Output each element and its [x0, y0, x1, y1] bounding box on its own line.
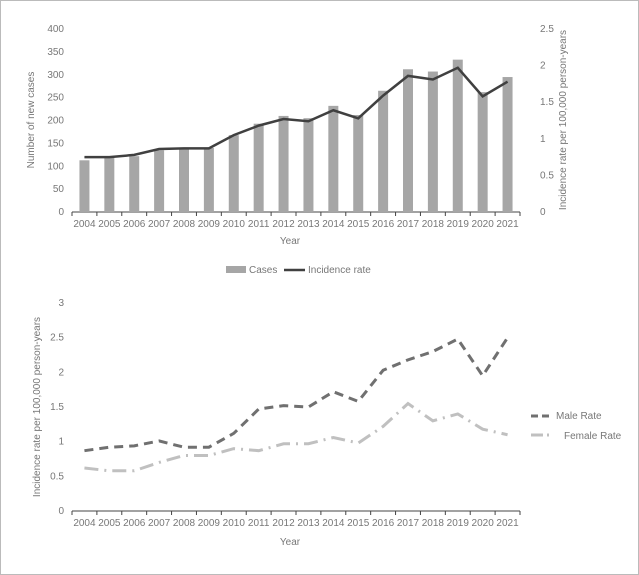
bar-cases-2005 — [104, 157, 115, 212]
x-tick-label: 2009 — [198, 219, 221, 230]
y-tick-label: 100 — [47, 161, 64, 172]
y2-tick-label: 1.5 — [540, 97, 554, 108]
x-tick-label: 2008 — [173, 518, 196, 529]
y-tick-label: 1 — [58, 437, 64, 448]
y-tick-label: 400 — [47, 24, 64, 35]
x-tick-label: 2019 — [447, 219, 470, 230]
x-tick-label: 2013 — [297, 219, 320, 230]
bar-cases-2020 — [477, 92, 488, 212]
x-tick-label: 2010 — [223, 518, 246, 529]
bar-cases-2017 — [403, 69, 413, 212]
bar-cases-2006 — [129, 156, 140, 212]
bar-cases-2013 — [303, 118, 314, 212]
legend-male-label: Male Rate — [556, 411, 602, 422]
x-tick-label: 2007 — [148, 219, 171, 230]
y-tick-label: 200 — [47, 116, 64, 127]
y-tick-label: 0 — [58, 506, 64, 517]
cases-incidence-chart: 2004 2005 2006 2007 2008 2009 2010 2011 2012 2013… — [47, 24, 554, 230]
legend-rate-label: Incidence rate — [308, 265, 371, 276]
legend-female-label: Female Rate — [564, 431, 622, 442]
top-y-axis-title: Number of new cases — [26, 72, 37, 169]
top-x-axis-title: Year — [280, 236, 301, 247]
x-tick-label: 2017 — [397, 518, 420, 529]
y2-tick-label: 2 — [540, 61, 546, 72]
bottom-y-axis-title: Incidence rate per 100,000 person-years — [32, 317, 43, 497]
bar-cases-2010 — [228, 135, 239, 212]
y-tick-label: 0.5 — [50, 471, 64, 482]
bottom-x-axis-title: Year — [280, 537, 301, 548]
x-tick-label: 2005 — [98, 518, 121, 529]
x-tick-label: 2007 — [148, 518, 171, 529]
line-male-rate — [84, 336, 509, 453]
x-tick-label: 2004 — [73, 518, 96, 529]
sex-rate-chart: 2004 2005 2006 2007 2008 2009 2010 2011 2012 2013… — [50, 298, 521, 529]
bar-cases-2011 — [253, 123, 264, 212]
y-tick-label: 50 — [53, 184, 65, 195]
x-tick-label: 2006 — [123, 219, 146, 230]
y-tick-label: 1.5 — [50, 402, 64, 413]
y2-tick-label: 1 — [540, 134, 546, 145]
y-tick-label: 300 — [47, 70, 64, 81]
x-tick-label: 2015 — [347, 219, 370, 230]
bar-cases-2019 — [452, 59, 463, 213]
x-tick-label: 2011 — [248, 219, 270, 230]
bar-cases-2007 — [154, 150, 165, 212]
x-tick-label: 2011 — [248, 518, 270, 529]
legend-cases-swatch — [226, 266, 246, 273]
x-tick-label: 2020 — [472, 219, 495, 230]
x-tick-label: 2013 — [297, 518, 320, 529]
bar-cases-2008 — [179, 147, 189, 212]
bar-cases-2021 — [502, 77, 513, 212]
x-tick-label: 2005 — [98, 219, 121, 230]
x-tick-label: 2016 — [372, 518, 395, 529]
x-tick-label: 2017 — [397, 219, 420, 230]
bar-cases-2018 — [427, 71, 438, 212]
x-tick-label: 2016 — [372, 219, 395, 230]
line-female-rate — [84, 401, 508, 473]
x-tick-label: 2008 — [173, 219, 196, 230]
y-tick-label: 2.5 — [50, 333, 64, 344]
x-tick-label: 2018 — [422, 219, 445, 230]
bar-cases-2015 — [353, 115, 364, 212]
legend-cases-label: Cases — [249, 265, 277, 276]
x-tick-label: 2012 — [272, 518, 295, 529]
x-tick-label: 2019 — [447, 518, 470, 529]
bar-cases-2009 — [203, 147, 214, 212]
y-tick-label: 250 — [47, 93, 64, 104]
x-tick-label: 2020 — [472, 518, 495, 529]
y2-tick-label: 0 — [540, 207, 546, 218]
x-tick-label: 2018 — [422, 518, 445, 529]
x-tick-label: 2021 — [496, 518, 519, 529]
y-tick-label: 0 — [58, 207, 64, 218]
y2-tick-label: 0.5 — [540, 170, 554, 181]
x-tick-label: 2021 — [496, 219, 519, 230]
x-tick-label: 2009 — [198, 518, 221, 529]
x-tick-label: 2010 — [223, 219, 246, 230]
y-tick-label: 150 — [47, 138, 64, 149]
x-tick-label: 2012 — [272, 219, 295, 230]
y-tick-label: 2 — [58, 367, 64, 378]
x-tick-label: 2015 — [347, 518, 370, 529]
bar-cases-2004 — [79, 160, 90, 212]
top-y2-axis-title: Incidence rate per 100,000 person-years — [558, 30, 569, 210]
bar-cases-2014 — [328, 105, 339, 212]
line-incidence-rate — [84, 66, 509, 159]
y2-tick-label: 2.5 — [540, 24, 554, 35]
x-tick-label: 2004 — [73, 219, 96, 230]
x-tick-label: 2006 — [123, 518, 146, 529]
bar-cases-2016 — [378, 90, 389, 212]
y-tick-label: 350 — [47, 47, 64, 58]
bar-cases-2012 — [278, 115, 289, 212]
x-tick-label: 2014 — [322, 219, 345, 230]
x-tick-label: 2014 — [322, 518, 345, 529]
y-tick-label: 3 — [58, 298, 64, 309]
